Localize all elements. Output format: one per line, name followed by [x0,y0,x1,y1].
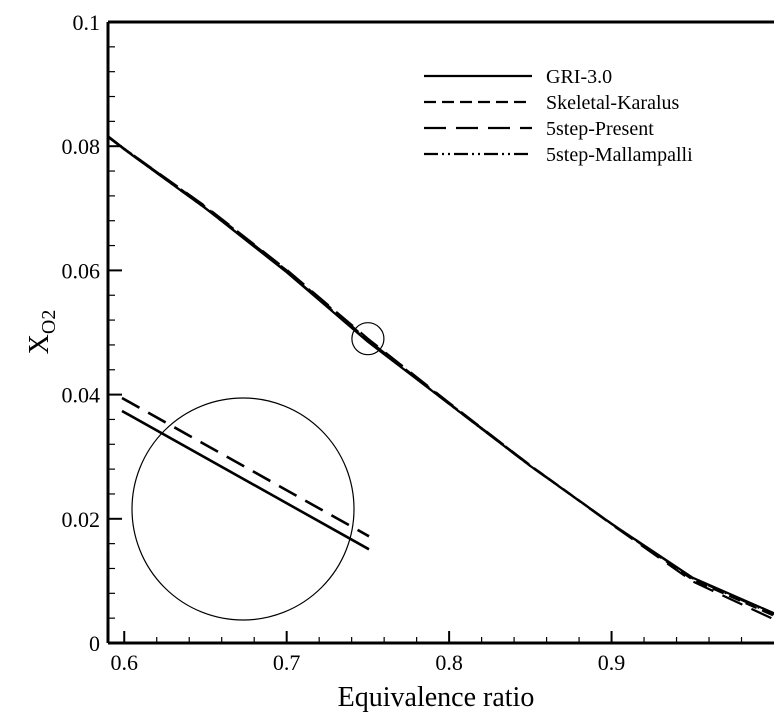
axis-tick-labels: 0.6 0.7 0.8 0.9 0 0.02 0.04 0.06 0.08 0.1 [62,10,626,675]
legend-label: Skeletal-Karalus [546,92,679,114]
y-axis-label-group: XO2 [24,310,60,355]
series-line [108,136,774,615]
y-tick-label: 0.06 [62,258,101,283]
y-tick-label: 0.08 [62,134,101,159]
x-tick-label: 0.8 [435,650,463,675]
series-line [108,135,774,621]
series-line [108,136,774,616]
inset-line [121,409,370,551]
inset-line [121,396,370,538]
y-axis-label-subscript: O2 [38,310,60,334]
y-axis-label-main: X [24,334,55,354]
x-tick-label: 0.9 [598,650,626,675]
legend: GRI-3.0 Skeletal-Karalus 5step-Present 5ste… [424,66,693,166]
y-tick-label: 0.1 [73,10,101,35]
y-tick-label: 0 [89,631,100,656]
marker-circle [351,322,385,356]
zoom-inset [121,396,370,621]
x-axis-label: Equivalence ratio [338,682,535,713]
y-axis-label: XO2 [24,310,60,355]
legend-label: GRI-3.0 [546,66,612,88]
inset-circle [131,397,355,621]
axis-ticks [108,21,743,644]
legend-label: 5step-Present [546,118,654,140]
x-tick-label: 0.6 [110,650,138,675]
inset-series-lines [121,396,370,551]
plot-frame [106,20,774,645]
series-lines [108,135,774,621]
legend-label: 5step-Mallampalli [546,144,693,166]
y-tick-label: 0.04 [62,383,101,408]
series-line [108,135,774,617]
y-tick-label: 0.02 [62,507,101,532]
x-tick-label: 0.7 [273,650,301,675]
